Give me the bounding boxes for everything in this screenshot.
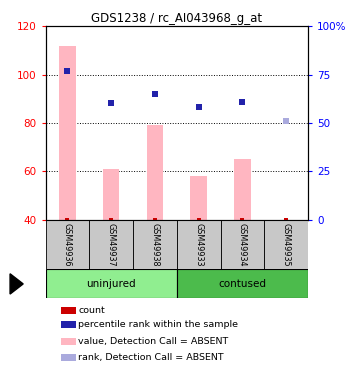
Bar bbox=[147, 125, 163, 220]
Bar bbox=[103, 169, 119, 220]
Text: value, Detection Call = ABSENT: value, Detection Call = ABSENT bbox=[78, 337, 229, 346]
Text: count: count bbox=[78, 306, 105, 315]
Text: GSM49938: GSM49938 bbox=[150, 223, 159, 266]
Bar bbox=[61, 307, 76, 314]
Bar bbox=[133, 220, 177, 269]
Bar bbox=[59, 46, 76, 220]
Text: uninjured: uninjured bbox=[86, 279, 136, 289]
Bar bbox=[177, 269, 308, 298]
Text: percentile rank within the sample: percentile rank within the sample bbox=[78, 320, 238, 329]
Title: GDS1238 / rc_AI043968_g_at: GDS1238 / rc_AI043968_g_at bbox=[91, 12, 262, 25]
Polygon shape bbox=[10, 274, 23, 294]
Bar bbox=[234, 159, 251, 220]
Bar bbox=[61, 354, 76, 361]
Bar bbox=[46, 220, 89, 269]
Bar bbox=[220, 220, 264, 269]
Text: GSM49937: GSM49937 bbox=[107, 223, 116, 266]
Text: GSM49935: GSM49935 bbox=[282, 223, 290, 266]
Text: GSM49933: GSM49933 bbox=[194, 223, 203, 266]
Bar bbox=[89, 220, 133, 269]
Bar bbox=[61, 338, 76, 345]
Text: GSM49934: GSM49934 bbox=[238, 223, 247, 266]
Bar bbox=[61, 321, 76, 328]
Text: GSM49936: GSM49936 bbox=[63, 223, 72, 266]
Bar bbox=[177, 220, 220, 269]
Text: rank, Detection Call = ABSENT: rank, Detection Call = ABSENT bbox=[78, 353, 224, 362]
Bar bbox=[46, 269, 177, 298]
Bar bbox=[264, 220, 308, 269]
Bar bbox=[190, 176, 207, 220]
Text: contused: contused bbox=[218, 279, 266, 289]
